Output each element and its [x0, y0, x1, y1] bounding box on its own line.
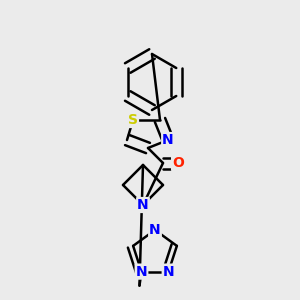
Text: N: N [149, 223, 161, 237]
Text: O: O [172, 156, 184, 170]
Text: N: N [163, 265, 174, 279]
Text: N: N [137, 198, 149, 212]
Text: N: N [136, 265, 147, 279]
Text: S: S [128, 113, 138, 127]
Text: N: N [162, 133, 174, 147]
